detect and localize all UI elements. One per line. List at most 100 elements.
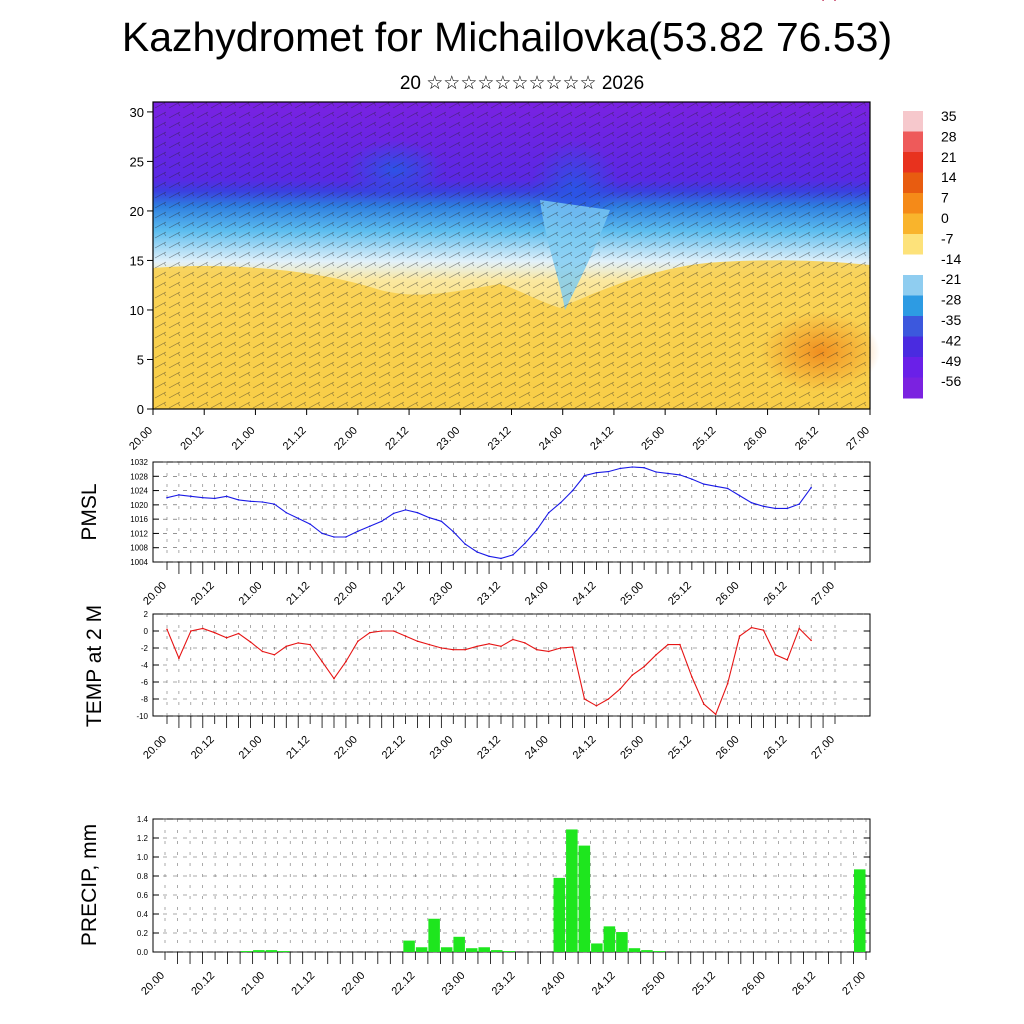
y-tick-label: 2	[144, 610, 149, 619]
pmsl-point	[500, 557, 502, 560]
x-tick-label: 25.00	[618, 734, 646, 762]
colorbar-swatch	[903, 213, 923, 235]
precip-bar	[240, 951, 253, 952]
pmsl-point	[607, 470, 610, 473]
x-tick-label: 25.00	[640, 970, 668, 998]
precip-bar	[428, 918, 440, 952]
x-tick-label: 25.12	[666, 580, 694, 608]
x-tick-label: 26.12	[793, 425, 821, 453]
colorbar-swatch	[903, 316, 923, 337]
pmsl-point	[524, 542, 526, 545]
x-tick-label: 21.12	[284, 734, 312, 762]
temp-2m-point	[810, 639, 812, 642]
pmsl-point	[559, 501, 562, 504]
precip-bar	[853, 869, 866, 952]
colorbar-swatch	[903, 111, 923, 132]
x-tick-label: 26.00	[742, 425, 770, 453]
precip-bar	[628, 948, 641, 952]
colorbar-label: -56	[941, 373, 961, 389]
pmsl-point	[392, 512, 395, 515]
x-tick-label: 24.12	[588, 425, 616, 453]
y-tick-label: 0.2	[137, 929, 149, 938]
colorbar-swatch	[903, 275, 923, 296]
temp-2m-point	[249, 641, 252, 643]
y-tick-label: 1.4	[137, 815, 149, 824]
temp-2m-point	[261, 650, 264, 653]
x-tick-label: 20.12	[189, 970, 217, 998]
pmsl-point	[357, 530, 359, 533]
temp-2m-point	[368, 631, 371, 634]
x-tick-label: 26.00	[714, 580, 742, 608]
colorbar-label: -42	[941, 332, 961, 348]
y-tick-label: 10	[130, 303, 144, 318]
pmsl-point	[178, 494, 180, 496]
temp-2m-point	[595, 705, 598, 707]
y-tick-label: -2	[141, 644, 149, 653]
pmsl-point	[535, 529, 538, 531]
temp-2m-point	[714, 713, 717, 716]
pmsl-point	[583, 474, 586, 477]
x-tick-label: 20.00	[141, 734, 169, 762]
colorbar-swatch	[903, 254, 923, 276]
x-tick-label: 21.12	[281, 425, 309, 453]
y-tick-label: 1016	[130, 515, 148, 524]
x-tick-label: 20.12	[189, 734, 217, 762]
pmsl-point	[619, 467, 622, 470]
y-tick-label: 1.2	[137, 834, 149, 843]
temp-2m-point	[702, 703, 705, 705]
pmsl-point	[225, 495, 228, 498]
pmsl-point	[750, 501, 753, 504]
x-tick-label: 24.00	[540, 970, 568, 998]
x-tick-label: 25.12	[690, 970, 718, 998]
pmsl-point	[285, 511, 288, 514]
temp-2m-point	[774, 654, 777, 656]
page-title: Kazhydromet for Michailovka(53.82 76.53)	[121, 14, 893, 60]
x-tick-label: 25.00	[639, 425, 667, 453]
temp-2m-point	[297, 642, 300, 644]
plot-frame	[152, 613, 871, 717]
precip-bar	[616, 932, 628, 952]
temp-2m-point	[535, 648, 538, 651]
pmsl-point	[201, 496, 204, 499]
pmsl-point	[273, 503, 276, 505]
x-tick-label: 23.12	[486, 425, 514, 453]
temp-2m-point	[571, 646, 574, 648]
pmsl-point	[416, 511, 419, 514]
pmsl-point	[512, 554, 514, 556]
temp-2m-point	[201, 627, 204, 630]
pmsl-point	[667, 472, 669, 475]
pmsl-point	[595, 471, 598, 474]
x-tick-label: 22.12	[383, 425, 411, 453]
pmsl-point	[810, 486, 812, 489]
temp-2m-point	[631, 674, 634, 676]
temp-2m-point	[178, 657, 180, 659]
colorbar-swatch	[903, 172, 923, 194]
y-tick-label: 15	[130, 253, 144, 268]
precip-chart: 0.0 0.2 0.4 0.6 0.8 1.0 1.2 1.4 20.00 20.12 21.00 2…	[137, 815, 871, 998]
temp-2m-point	[798, 627, 801, 630]
precip-bar	[265, 950, 278, 952]
temp-2m-point	[452, 648, 455, 651]
pmsl-point	[738, 494, 741, 497]
x-tick-label: 20.12	[178, 425, 206, 453]
pmsl-point	[452, 530, 455, 533]
pmsl-point	[655, 471, 657, 473]
x-tick-label: 22.00	[332, 734, 360, 762]
colorbar-swatch	[903, 357, 923, 378]
x-tick-label: 24.12	[590, 970, 618, 998]
pmsl-point	[714, 485, 717, 488]
precip-bar	[478, 947, 490, 952]
colorbar-label: 35	[941, 108, 957, 124]
pmsl-point	[440, 520, 443, 523]
y-tick-label: 1004	[130, 558, 148, 567]
x-tick-label: 24.12	[571, 734, 599, 762]
plot-frame	[152, 461, 871, 563]
precip-bar	[490, 950, 503, 952]
x-tick-label: 25.12	[691, 425, 719, 453]
x-tick-label: 26.12	[761, 734, 789, 762]
pmsl-point	[631, 466, 634, 468]
y-tick-label: 0	[144, 627, 149, 636]
x-tick-label: 21.00	[237, 734, 265, 762]
pmsl-point	[237, 499, 240, 501]
precip-bar	[440, 947, 453, 952]
